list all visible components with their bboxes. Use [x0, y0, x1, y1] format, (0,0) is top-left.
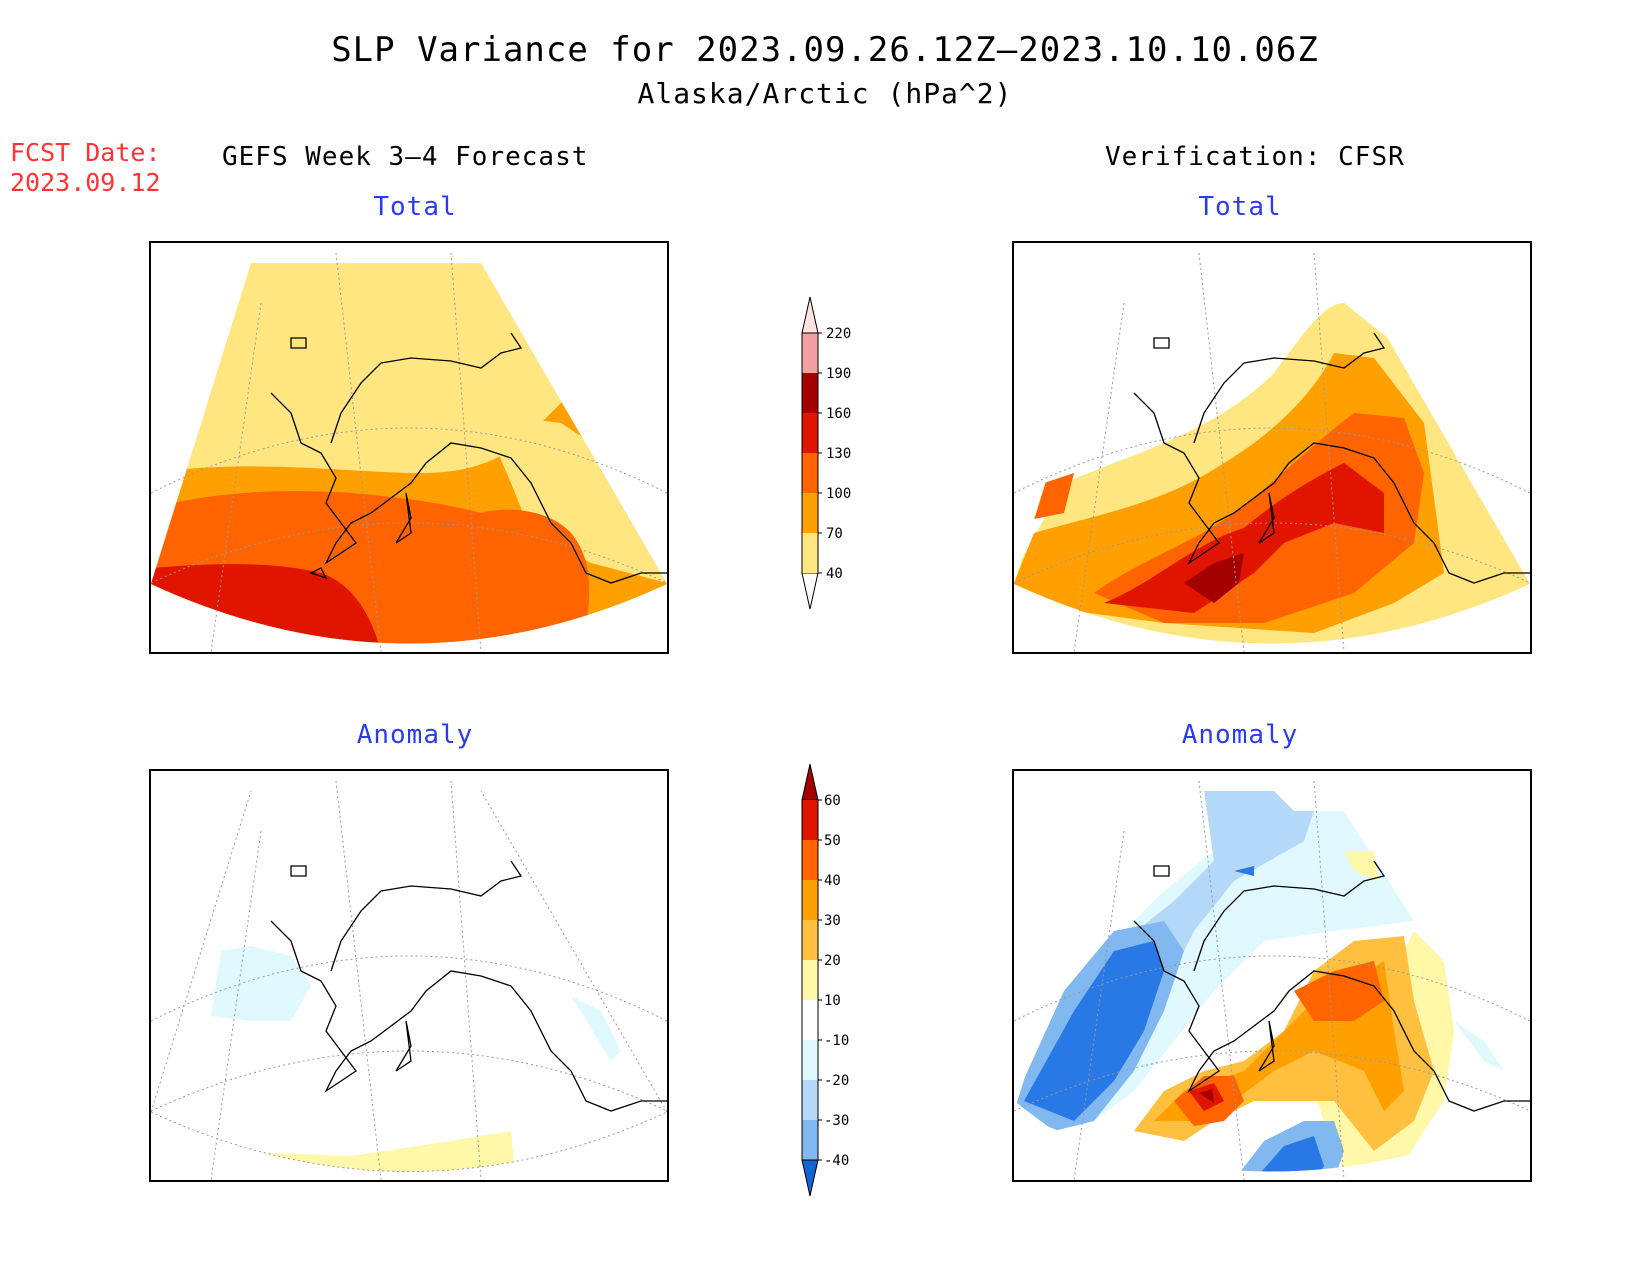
forecast-anomaly-label: Anomaly	[356, 720, 474, 750]
forecast-total-map	[149, 241, 669, 654]
anomaly-colorbar-label: 50	[824, 833, 841, 849]
total-colorbar-band	[802, 533, 818, 573]
total-colorbar-band	[802, 493, 818, 533]
total-colorbar: 40 70 100 130 160 190 220	[795, 283, 865, 613]
anomaly-colorbar-label: 60	[824, 793, 841, 809]
forecast-date-value: 2023.09.12	[10, 168, 161, 197]
verification-total-map	[1012, 241, 1532, 654]
anomaly-colorbar-label: -20	[824, 1073, 849, 1089]
anomaly-colorbar-band	[802, 840, 818, 880]
total-colorbar-tip-high	[801, 296, 819, 334]
forecast-total-label: Total	[373, 192, 457, 222]
forecast-date-block: FCST Date: 2023.09.12	[10, 138, 161, 198]
forecast-anomaly-map	[149, 769, 669, 1182]
total-colorbar-label: 220	[826, 326, 851, 342]
total-colorbar-label: 70	[826, 526, 843, 542]
anomaly-colorbar-band	[802, 920, 818, 960]
total-colorbar-label: 190	[826, 366, 851, 382]
total-colorbar-tip-low	[801, 572, 819, 610]
anomaly-colorbar-tip-high	[801, 763, 819, 801]
anomaly-colorbar-label: -30	[824, 1113, 849, 1129]
forecast-date-label: FCST Date:	[10, 138, 161, 167]
chart-title: SLP Variance for 2023.09.26.12Z–2023.10.…	[331, 30, 1319, 70]
total-colorbar-label: 40	[826, 566, 843, 582]
anomaly-colorbar-label: 20	[824, 953, 841, 969]
anomaly-colorbar-label: 30	[824, 913, 841, 929]
anomaly-colorbar-label: 10	[824, 993, 841, 1009]
anomaly-colorbar-band	[802, 800, 818, 840]
anomaly-colorbar-tip-low	[801, 1159, 819, 1197]
anomaly-colorbar-band	[802, 960, 818, 1000]
verification-anomaly-map	[1012, 769, 1532, 1182]
forecast-column-title: GEFS Week 3–4 Forecast	[222, 142, 589, 172]
anomaly-colorbar-band	[802, 1080, 818, 1120]
anomaly-colorbar-band	[802, 1040, 818, 1080]
anomaly-colorbar-band	[802, 1120, 818, 1160]
total-colorbar-band	[802, 413, 818, 453]
total-colorbar-band	[802, 333, 818, 373]
total-colorbar-label: 100	[826, 486, 851, 502]
anomaly-colorbar-label: 40	[824, 873, 841, 889]
verification-column-title: Verification: CFSR	[1105, 142, 1405, 172]
verification-total-label: Total	[1198, 192, 1282, 222]
total-colorbar-band	[802, 373, 818, 413]
total-colorbar-label: 160	[826, 406, 851, 422]
anomaly-colorbar: 60 50 40 30 20 10 -10 -20 -30 -40	[795, 760, 865, 1205]
anomaly-colorbar-band	[802, 880, 818, 920]
verification-anomaly-label: Anomaly	[1181, 720, 1299, 750]
anomaly-colorbar-label: -10	[824, 1033, 849, 1049]
total-colorbar-band	[802, 453, 818, 493]
anomaly-colorbar-label: -40	[824, 1153, 849, 1169]
chart-subtitle: Alaska/Arctic (hPa^2)	[637, 77, 1013, 110]
total-colorbar-label: 130	[826, 446, 851, 462]
anomaly-colorbar-band	[802, 1000, 818, 1040]
